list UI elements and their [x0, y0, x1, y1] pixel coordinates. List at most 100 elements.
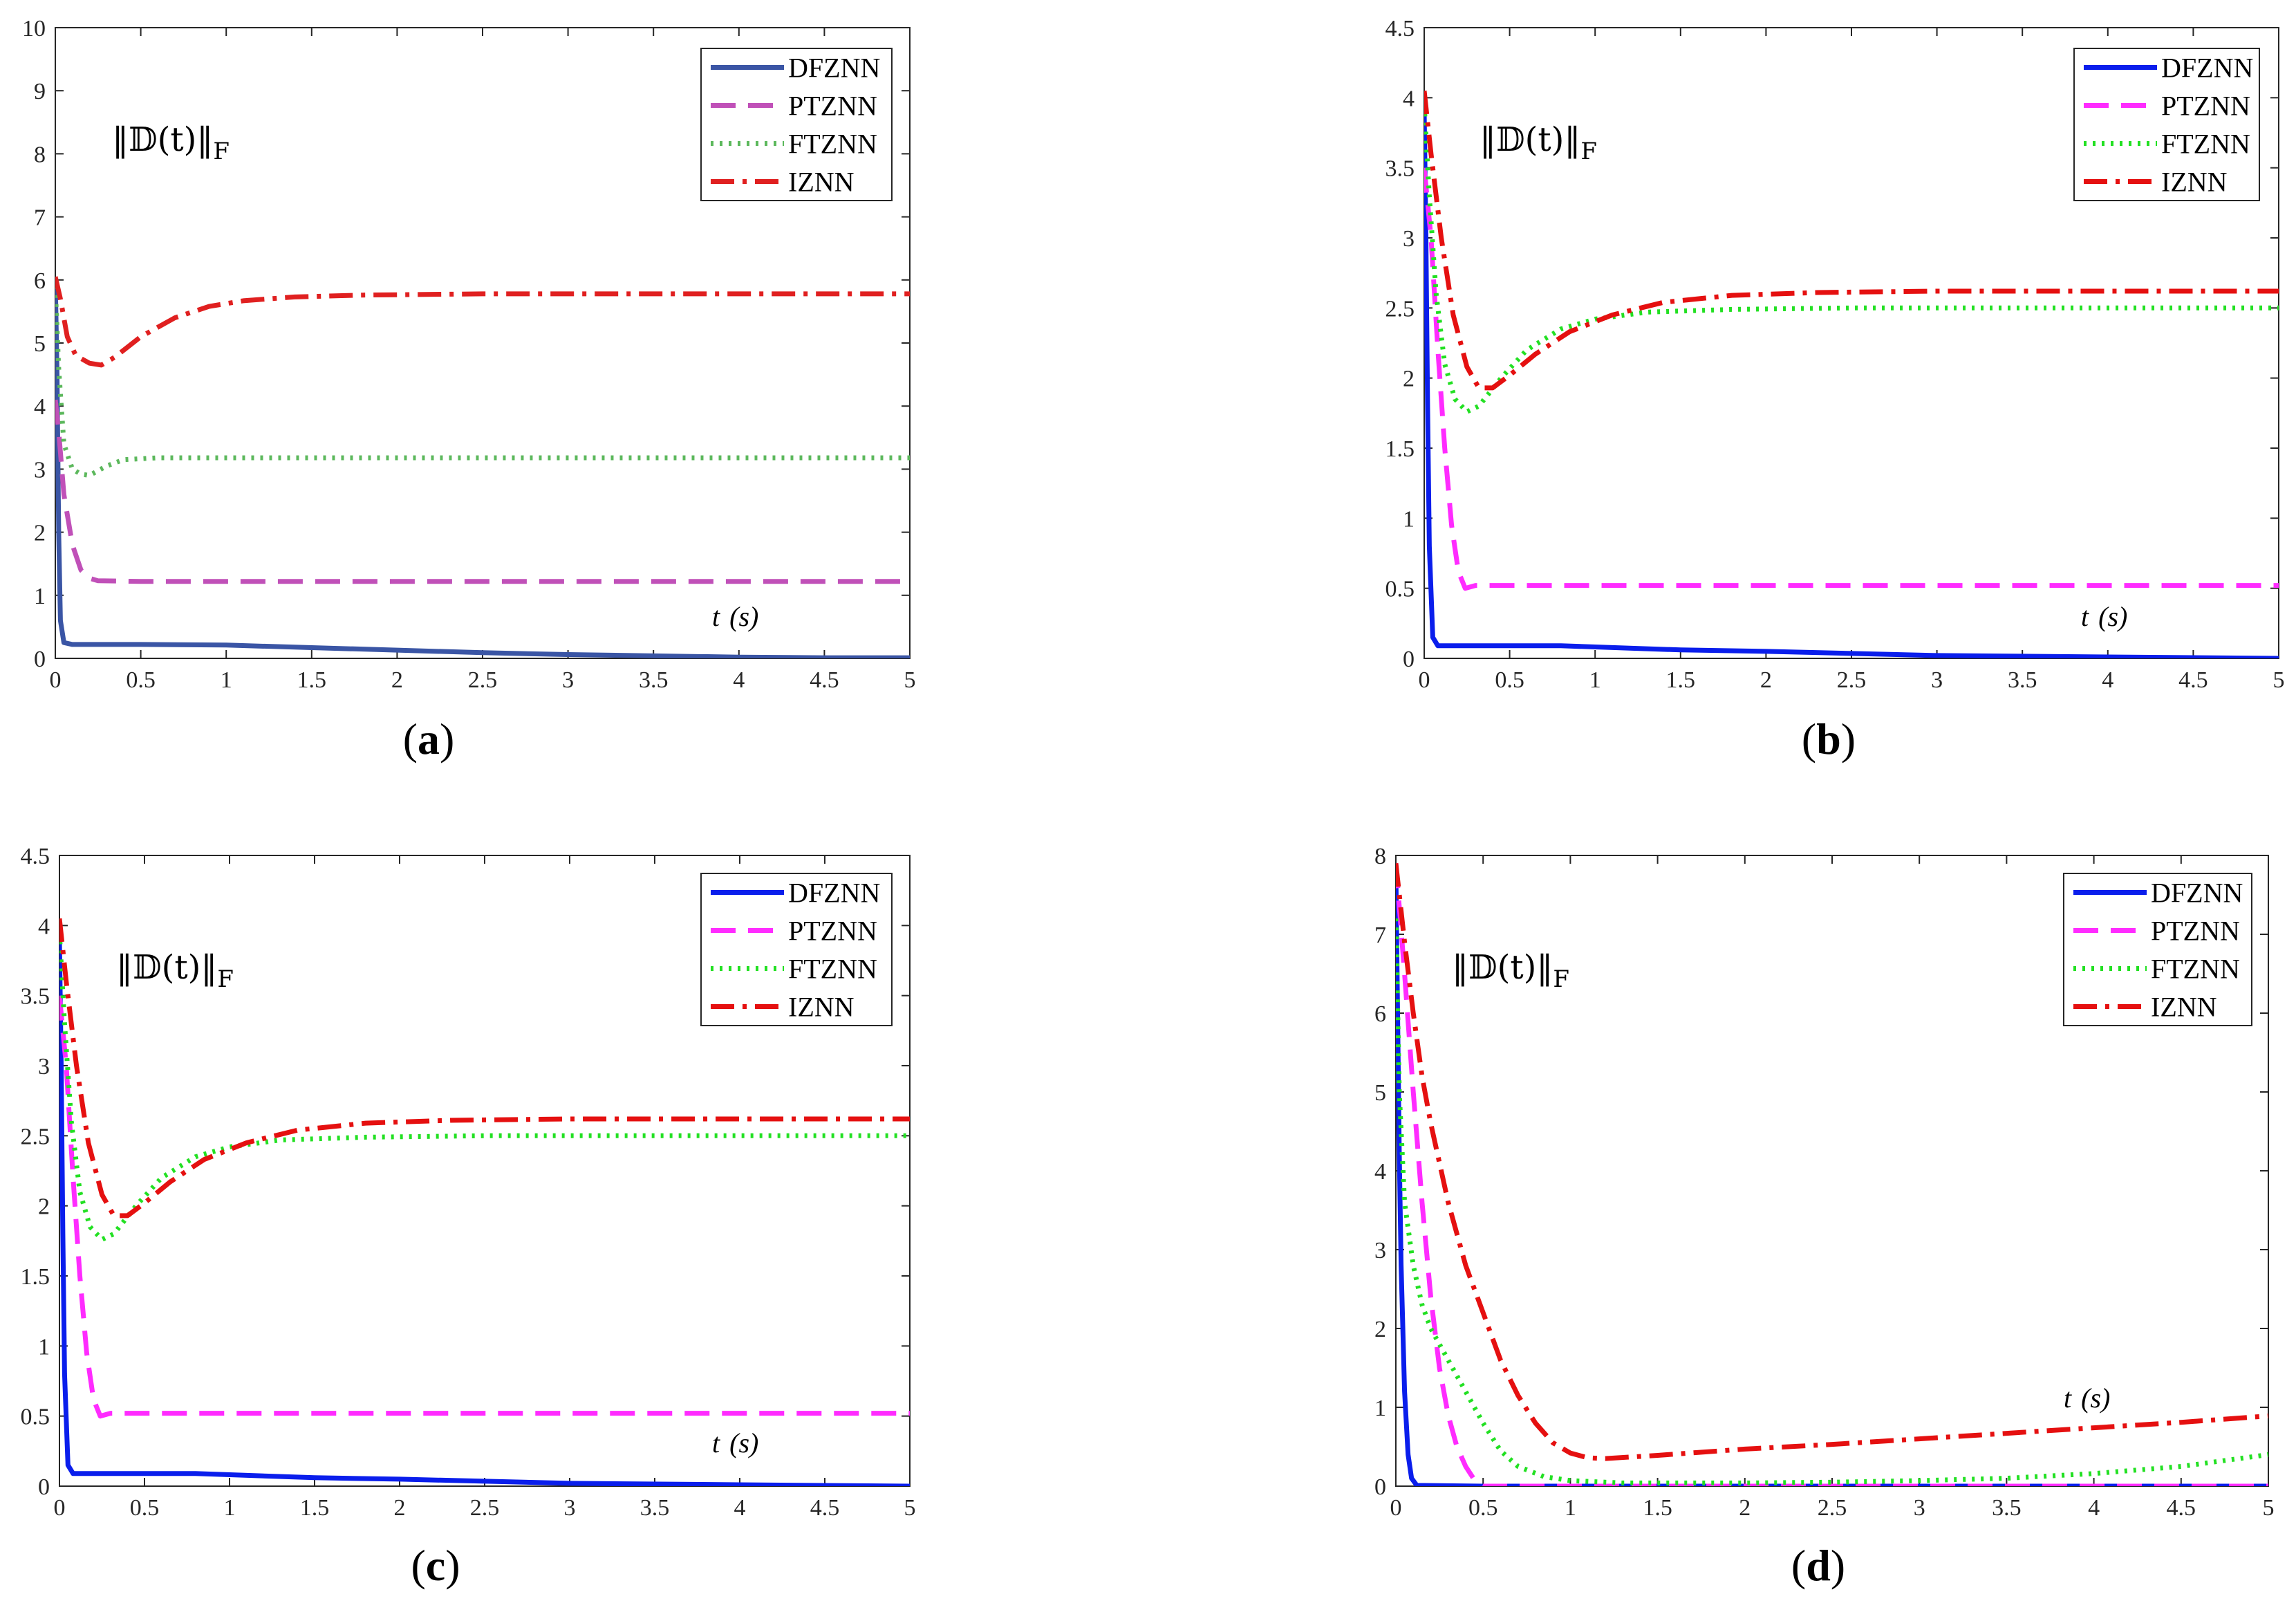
- legend-label: IZNN: [2151, 992, 2217, 1023]
- legend-label: FTZNN: [788, 129, 877, 160]
- caption-open: (: [1791, 1541, 1806, 1590]
- series-line-dfznn: [55, 279, 910, 658]
- series-group: [1396, 863, 2268, 1486]
- x-tick-label: 2.5: [1837, 667, 1867, 693]
- y-tick-label: 7: [1374, 923, 1386, 948]
- series-line-ptznn: [1396, 863, 2268, 1486]
- x-axis-label-unit: (s): [729, 1427, 758, 1458]
- caption-close: ): [440, 714, 454, 763]
- x-tick-label: 2: [1739, 1495, 1751, 1521]
- panel-caption: (a): [403, 714, 455, 763]
- legend-label: FTZNN: [2151, 954, 2240, 985]
- x-tick-label: 0.5: [126, 667, 156, 693]
- x-axis-label: t (s): [712, 1427, 758, 1458]
- series-line-ftznn: [59, 932, 910, 1242]
- y-tick-label: 6: [34, 268, 46, 294]
- y-tick-label: 9: [34, 79, 46, 104]
- y-tick-label: 2.5: [1385, 296, 1415, 322]
- y-tick-label: 10: [22, 16, 46, 41]
- x-axis-label: t (s): [2064, 1382, 2110, 1414]
- legend-label: FTZNN: [788, 954, 877, 985]
- x-tick-label: 0: [1419, 667, 1430, 693]
- y-tick-label: 4: [38, 914, 50, 939]
- x-tick-label: 3.5: [640, 1495, 670, 1521]
- y-tick-label: 7: [34, 205, 46, 231]
- x-tick-label: 1.5: [300, 1495, 330, 1521]
- x-tick-label: 1.5: [1666, 667, 1696, 693]
- legend-label: DFZNN: [2161, 53, 2253, 84]
- x-tick-label: 0: [54, 1495, 66, 1521]
- legend: DFZNN PTZNN FTZNN IZNN: [2063, 873, 2252, 1026]
- x-axis-label-unit: (s): [2098, 601, 2127, 632]
- y-tick-label: 0.5: [21, 1405, 50, 1430]
- legend-box: [700, 48, 893, 201]
- x-tick-label: 4.5: [810, 1495, 840, 1521]
- series-line-ftznn: [55, 286, 910, 478]
- x-tick-label: 4.5: [2167, 1495, 2196, 1521]
- series-line-ftznn: [1424, 104, 2279, 414]
- caption-letter: b: [1816, 714, 1841, 763]
- y-tick-label: 2: [1403, 367, 1415, 392]
- x-tick-label: 0.5: [1468, 1495, 1498, 1521]
- x-axis-label: t (s): [2081, 601, 2127, 632]
- x-tick-label: 2: [394, 1495, 406, 1521]
- series-line-dfznn: [1424, 111, 2279, 658]
- x-tick-label: 4.5: [2178, 667, 2208, 693]
- y-tick-label: 3.5: [1385, 156, 1415, 182]
- series-group: [59, 918, 910, 1486]
- x-axis-label-unit: (s): [729, 601, 758, 632]
- legend-label: IZNN: [788, 992, 855, 1023]
- series-line-ptznn: [55, 399, 910, 584]
- y-tick-label: 2.5: [21, 1124, 50, 1149]
- panel-caption: (d): [1791, 1541, 1845, 1590]
- caption-open: (: [403, 714, 418, 763]
- x-tick-label: 2: [391, 667, 403, 693]
- y-tick-label: 6: [1374, 1001, 1386, 1027]
- y-axis-label-main: ‖𝔻(t)‖: [1452, 948, 1553, 987]
- legend-label: PTZNN: [2161, 91, 2250, 122]
- y-axis-label-main: ‖𝔻(t)‖: [1480, 120, 1580, 159]
- x-tick-label: 3: [562, 667, 574, 693]
- series-line-iznn: [1396, 863, 2268, 1461]
- x-tick-label: 4: [734, 1495, 746, 1521]
- x-tick-label: 5: [2273, 667, 2285, 693]
- y-tick-label: 1: [1374, 1396, 1386, 1421]
- y-axis-label-main: ‖𝔻(t)‖: [116, 948, 217, 987]
- caption-letter: a: [418, 714, 440, 763]
- panel-caption: (c): [411, 1541, 460, 1590]
- x-tick-label: 4: [2102, 667, 2113, 693]
- y-tick-label: 2: [1374, 1317, 1386, 1342]
- y-tick-label: 4.5: [21, 844, 50, 869]
- y-axis-label-sub: F: [1553, 965, 1569, 993]
- series-line-ptznn: [59, 995, 910, 1419]
- chart-panel-d: 0 0.5 1 1.5 2 2.5 3 3.5 4 4.5 5 0 1 2 3 4 5 6 7 8 DFZNN PTZNN…: [1374, 844, 2275, 1521]
- x-tick-label: 1: [1589, 667, 1601, 693]
- x-axis-label-var: t: [2064, 1382, 2072, 1414]
- y-axis-label-sub: F: [217, 965, 234, 993]
- series-line-ftznn: [1396, 918, 2268, 1485]
- y-tick-label: 4: [1403, 86, 1415, 111]
- legend-label: DFZNN: [788, 878, 880, 909]
- y-tick-label: 3: [1403, 226, 1415, 252]
- series-line-ptznn: [1424, 167, 2279, 591]
- y-tick-label: 4: [34, 394, 46, 420]
- x-tick-label: 4.5: [810, 667, 839, 693]
- y-axis-label: ‖𝔻(t)‖F: [116, 948, 234, 993]
- caption-open: (: [1802, 714, 1816, 763]
- legend-label: PTZNN: [788, 91, 877, 122]
- x-axis-label-var: t: [712, 1427, 720, 1458]
- x-tick-label: 5: [904, 1495, 916, 1521]
- legend-label: DFZNN: [788, 53, 880, 84]
- y-tick-label: 2: [34, 521, 46, 546]
- y-axis-label: ‖𝔻(t)‖F: [1480, 120, 1597, 165]
- x-tick-label: 1: [1565, 1495, 1576, 1521]
- x-tick-label: 3.5: [639, 667, 669, 693]
- y-tick-label: 1: [1403, 506, 1415, 532]
- x-tick-label: 0: [50, 667, 62, 693]
- series-line-dfznn: [59, 939, 910, 1486]
- chart-panel-b: 0 0.5 1 1.5 2 2.5 3 3.5 4 4.5 5 0 0.5 1 1.5 2 2.5 3 3.5 4 4.…: [1385, 16, 2285, 693]
- x-tick-label: 5: [904, 667, 916, 693]
- y-tick-label: 5: [34, 331, 46, 357]
- x-tick-label: 2.5: [470, 1495, 500, 1521]
